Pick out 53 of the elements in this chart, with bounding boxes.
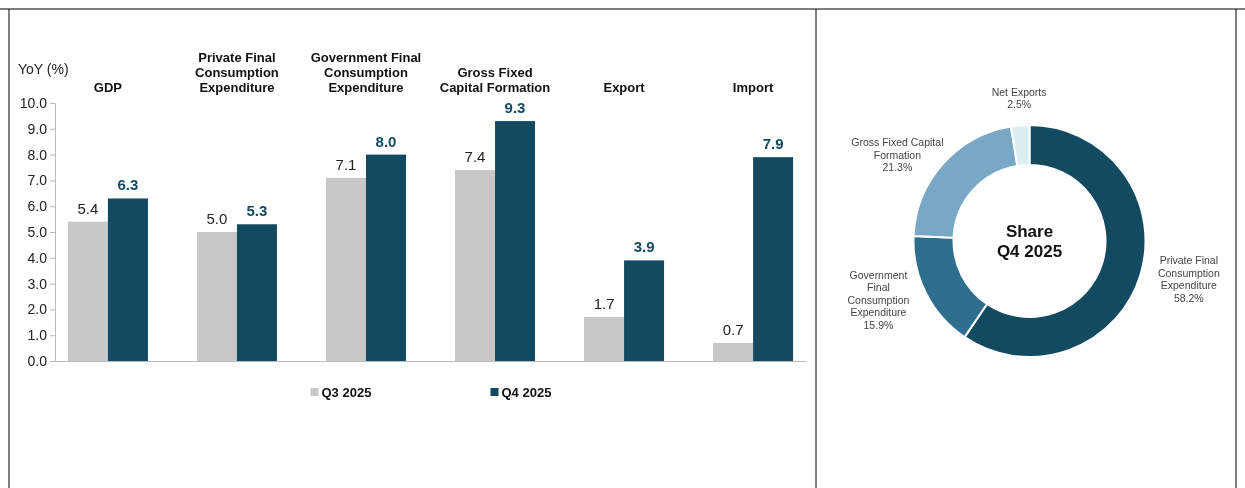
bar	[713, 342, 754, 361]
data-label: 9.3	[504, 99, 526, 117]
bar	[584, 317, 625, 361]
y-tick-label: 1.0	[27, 327, 48, 344]
y-tick-label: 5.0	[27, 223, 48, 240]
data-label: 58.2%	[1173, 291, 1204, 304]
y-tick-label: 0.0	[27, 352, 48, 369]
data-label: 6.3	[117, 176, 139, 194]
text: Share Q4 2025	[996, 222, 1063, 261]
bar	[325, 177, 366, 361]
bar	[236, 224, 277, 361]
x-tick-label: GDP	[93, 80, 123, 95]
data-label: 2.5%	[1007, 98, 1032, 111]
x-tick-label: Gross Fixed Capital Formation	[439, 65, 551, 95]
bar	[107, 198, 148, 361]
y-tick-label: 7.0	[27, 172, 48, 189]
bar	[67, 221, 108, 361]
y-tick-label: 3.0	[27, 275, 48, 292]
slice-label: Net Exports	[991, 85, 1047, 98]
y-tick-label: 9.0	[27, 120, 48, 137]
data-label: 0.7	[722, 320, 744, 338]
y-tick-label: 4.0	[27, 249, 48, 266]
bar	[624, 260, 665, 361]
data-label: 3.9	[633, 238, 655, 256]
data-label: 7.4	[464, 148, 486, 166]
data-label: 15.9%	[863, 318, 894, 331]
y-tick-label: 8.0	[27, 146, 48, 163]
y-axis-title: YoY (%)	[18, 61, 69, 77]
slice-label: Private Final Consumption Expenditure	[1157, 254, 1220, 292]
legend-label: Q4 2025	[501, 385, 552, 400]
slice-label: Gross Fixed Capital Formation	[851, 136, 944, 161]
y-tick-label: 2.0	[27, 301, 48, 318]
y-tick-label: 6.0	[27, 198, 48, 215]
data-label: 5.0	[206, 210, 228, 227]
y-tick-label: 10.0	[19, 94, 48, 111]
bar	[753, 157, 794, 361]
bar	[455, 170, 496, 361]
data-label: 5.3	[246, 202, 268, 220]
data-label: 7.9	[762, 135, 784, 153]
x-tick-label: Government Final Consumption Expenditure	[310, 50, 422, 95]
x-tick-label: Import	[732, 80, 774, 95]
bar	[495, 121, 536, 361]
data-label: 21.3%	[882, 161, 913, 174]
x-tick-label: Export	[603, 80, 646, 95]
data-label: 7.1	[335, 155, 357, 173]
bar	[365, 154, 406, 361]
legend-label: Q3 2025	[321, 385, 372, 400]
data-label: 8.0	[375, 132, 397, 150]
data-label: 5.4	[77, 199, 99, 217]
slice-label: Government Final Consumption Expenditure	[847, 268, 910, 319]
bar	[196, 232, 237, 361]
x-tick-label: Private Final Consumption Expenditure	[195, 50, 279, 95]
data-label: 1.7	[593, 295, 615, 313]
